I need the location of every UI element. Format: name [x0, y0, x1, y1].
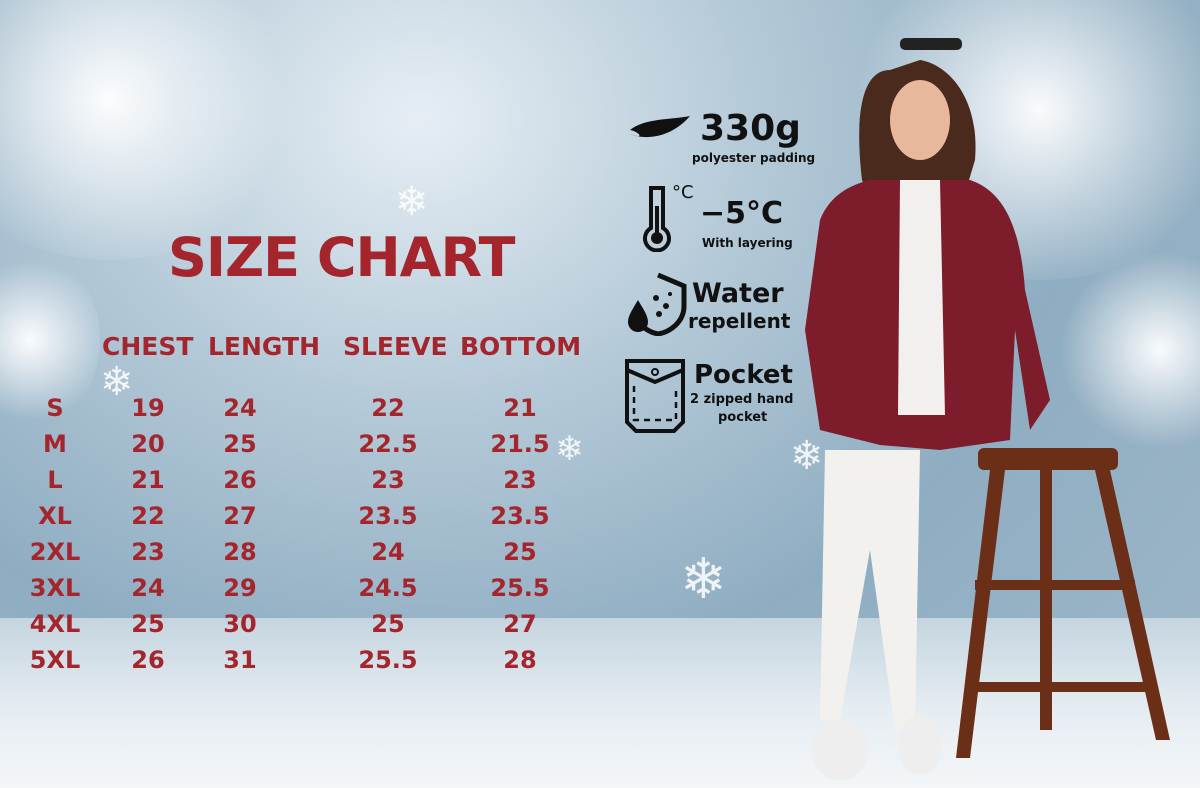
cell-chest: 26 — [131, 646, 165, 674]
thermometer-icon — [643, 186, 671, 252]
cell-sleeve: 23 — [371, 466, 405, 494]
model-photo — [805, 38, 1170, 780]
feature-pocket-sub: 2 zipped hand — [690, 392, 794, 407]
cell-length: 24 — [223, 394, 257, 422]
cell-chest: 20 — [131, 430, 165, 458]
snowflake-icon: ❄ — [680, 547, 727, 612]
col-header-sleeve: SLEEVE — [343, 332, 448, 361]
snowflake-icon: ❄ — [790, 433, 824, 479]
cell-bottom: 23.5 — [490, 502, 550, 530]
cell-length: 29 — [223, 574, 257, 602]
cell-length: 25 — [223, 430, 257, 458]
cell-size: 3XL — [29, 574, 81, 602]
cell-size: 5XL — [29, 646, 81, 674]
cell-sleeve: 22 — [371, 394, 405, 422]
cell-chest: 25 — [131, 610, 165, 638]
col-header-length: LENGTH — [208, 332, 320, 361]
white-top — [898, 180, 945, 415]
cell-bottom: 25 — [503, 538, 537, 566]
col-header-bottom: BOTTOM — [460, 332, 582, 361]
cell-length: 27 — [223, 502, 257, 530]
feature-water-sub: repellent — [688, 309, 791, 333]
cell-size: 4XL — [29, 610, 81, 638]
feature-temperature-sub: With layering — [702, 236, 793, 250]
cell-bottom: 27 — [503, 610, 537, 638]
cell-size: 2XL — [29, 538, 81, 566]
cell-length: 26 — [223, 466, 257, 494]
chart-title: SIZE CHART — [168, 226, 515, 289]
feature-pocket-sub2: pocket — [718, 410, 768, 425]
cell-size: XL — [38, 502, 72, 530]
cell-bottom: 21.5 — [490, 430, 550, 458]
feather-icon — [602, 116, 690, 138]
cell-size: L — [47, 466, 63, 494]
water-shield-icon — [628, 272, 687, 336]
cell-chest: 19 — [131, 394, 165, 422]
sunglasses — [900, 38, 962, 50]
cell-chest: 21 — [131, 466, 165, 494]
cell-chest: 22 — [131, 502, 165, 530]
cell-sleeve: 25 — [371, 610, 405, 638]
snowflake-icon: ❄ — [395, 179, 429, 225]
cell-bottom: 25.5 — [490, 574, 550, 602]
cell-sleeve: 23.5 — [358, 502, 418, 530]
stool — [956, 448, 1170, 758]
cell-sleeve: 22.5 — [358, 430, 418, 458]
white-jeans — [820, 450, 920, 730]
snowflake-icon: ❄ — [100, 359, 134, 405]
cell-size: S — [46, 394, 64, 422]
cell-size: M — [43, 430, 67, 458]
cell-length: 28 — [223, 538, 257, 566]
feature-pocket: Pocket — [694, 360, 793, 390]
pocket-icon — [625, 359, 685, 433]
sneaker-left — [812, 720, 868, 780]
col-header-chest: CHEST — [102, 332, 194, 361]
cell-bottom: 28 — [503, 646, 537, 674]
cell-length: 30 — [223, 610, 257, 638]
cell-bottom: 23 — [503, 466, 537, 494]
snowy-branch-left — [0, 0, 300, 260]
cell-chest: 24 — [131, 574, 165, 602]
feature-weight: 330g — [700, 108, 801, 149]
sneaker-right — [898, 715, 942, 775]
feature-weight-sub: polyester padding — [692, 151, 816, 165]
cell-sleeve: 24.5 — [358, 574, 418, 602]
cell-bottom: 21 — [503, 394, 537, 422]
feature-temperature: −5°C — [700, 196, 784, 231]
cell-chest: 23 — [131, 538, 165, 566]
face — [890, 80, 950, 160]
celsius-label: °C — [672, 182, 694, 203]
cell-sleeve: 24 — [371, 538, 405, 566]
snowflake-icon: ❄ — [555, 429, 584, 469]
feature-water: Water — [692, 278, 784, 309]
cell-length: 31 — [223, 646, 257, 674]
cell-sleeve: 25.5 — [358, 646, 418, 674]
snow-ground — [0, 618, 1200, 788]
